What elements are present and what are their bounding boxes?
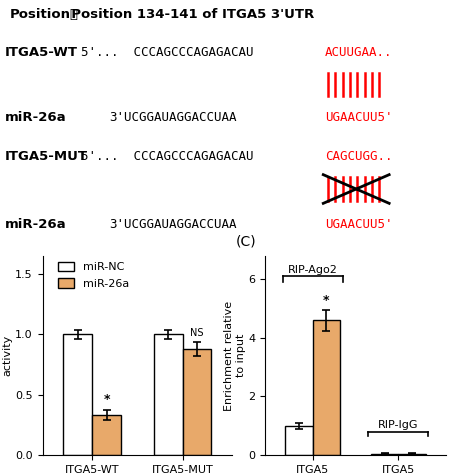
Text: RIP-IgG: RIP-IgG xyxy=(378,420,419,430)
Text: Position：: Position： xyxy=(9,8,79,21)
Bar xyxy=(371,454,398,455)
Bar xyxy=(398,454,426,455)
Bar xyxy=(92,415,121,455)
Bar xyxy=(64,334,92,455)
Text: ACUUGAA..: ACUUGAA.. xyxy=(325,46,392,59)
Text: CAGCUGG..: CAGCUGG.. xyxy=(325,150,392,163)
Text: UGAACUU5': UGAACUU5' xyxy=(325,111,392,124)
Text: *: * xyxy=(323,294,329,307)
Text: miR-26a: miR-26a xyxy=(5,218,66,231)
Text: 3'UCGGAUAGGACCUAA: 3'UCGGAUAGGACCUAA xyxy=(109,218,237,231)
Legend: miR-NC, miR-26a: miR-NC, miR-26a xyxy=(58,262,129,289)
Text: miR-26a: miR-26a xyxy=(5,111,66,124)
Text: RIP-Ago2: RIP-Ago2 xyxy=(288,265,337,275)
Bar xyxy=(285,426,313,455)
Bar xyxy=(313,320,340,455)
Text: Position 134-141 of ITGA5 3'UTR: Position 134-141 of ITGA5 3'UTR xyxy=(62,8,314,21)
Text: ITGA5-MUT: ITGA5-MUT xyxy=(5,150,88,163)
Text: NS: NS xyxy=(190,328,204,338)
Text: (C): (C) xyxy=(236,235,257,249)
Text: ITGA5-WT: ITGA5-WT xyxy=(5,46,78,59)
Text: UGAACUU5': UGAACUU5' xyxy=(325,218,392,231)
Text: 3'UCGGAUAGGACCUAA: 3'UCGGAUAGGACCUAA xyxy=(109,111,237,124)
Bar xyxy=(154,334,182,455)
Text: *: * xyxy=(103,392,110,406)
Bar xyxy=(182,349,211,455)
Y-axis label: Luciferase
activity: Luciferase activity xyxy=(0,327,12,384)
Y-axis label: Enrichment relative
to input: Enrichment relative to input xyxy=(224,301,246,410)
Text: 5'...  CCCAGCCCAGAGACAU: 5'... CCCAGCCCAGAGACAU xyxy=(81,46,253,59)
Text: 5'...  CCCAGCCCAGAGACAU: 5'... CCCAGCCCAGAGACAU xyxy=(81,150,253,163)
